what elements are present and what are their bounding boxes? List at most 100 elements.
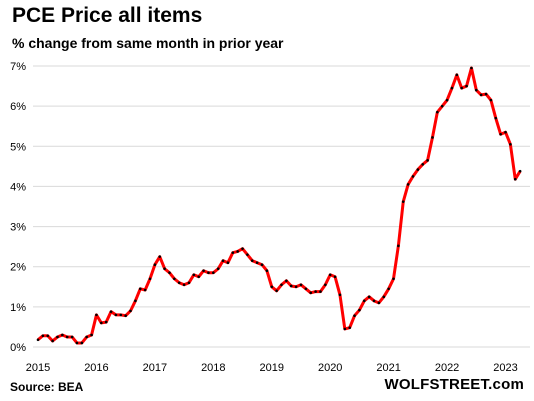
data-point — [36, 338, 40, 342]
data-point — [270, 285, 274, 289]
data-point — [80, 341, 84, 345]
data-point — [436, 110, 439, 114]
y-tick-label: 2% — [10, 262, 26, 274]
data-point — [367, 295, 371, 299]
source-label: Source: BEA — [10, 380, 84, 394]
data-point — [289, 284, 293, 288]
data-point — [207, 271, 210, 275]
data-point — [153, 263, 157, 267]
data-point — [41, 334, 45, 338]
data-point — [138, 287, 142, 291]
data-point — [280, 283, 283, 287]
data-point — [475, 88, 478, 92]
data-point — [70, 335, 74, 339]
data-point — [124, 314, 127, 317]
brand-watermark: WOLFSTREET.com — [384, 376, 524, 393]
x-tick-label: 2021 — [376, 362, 400, 374]
data-point — [431, 136, 434, 139]
data-point — [255, 261, 259, 265]
data-point — [226, 261, 230, 265]
data-point — [51, 339, 54, 343]
data-point — [494, 116, 498, 120]
data-point — [499, 132, 502, 136]
data-point — [358, 308, 361, 312]
x-tick-label: 2023 — [493, 362, 517, 374]
chart-subtitle: % change from same month in prior year — [12, 35, 284, 51]
x-tick-label: 2020 — [318, 362, 342, 374]
data-point — [56, 335, 59, 339]
series-markers — [36, 66, 522, 345]
data-point — [450, 86, 454, 90]
data-point — [46, 334, 50, 338]
data-point — [397, 244, 400, 248]
data-point — [246, 253, 249, 256]
x-tick-label: 2015 — [26, 362, 50, 374]
x-tick-label: 2017 — [143, 362, 167, 374]
x-tick-label: 2016 — [84, 362, 108, 374]
data-point — [470, 66, 473, 70]
data-point — [143, 288, 147, 292]
x-tick-label: 2018 — [201, 362, 225, 374]
data-point — [202, 269, 205, 273]
data-point — [177, 281, 181, 285]
data-point — [343, 327, 347, 331]
y-tick-label: 7% — [10, 61, 26, 73]
data-point — [319, 290, 322, 293]
data-point — [314, 290, 317, 293]
data-point — [104, 320, 108, 324]
data-point — [465, 84, 468, 88]
data-point — [455, 73, 459, 77]
data-point — [489, 98, 493, 102]
data-point — [299, 283, 303, 287]
data-point — [421, 163, 425, 166]
data-point — [513, 177, 517, 181]
data-point — [416, 168, 420, 171]
data-point — [285, 279, 288, 283]
series-line-pce — [37, 66, 522, 345]
y-tick-label: 4% — [10, 181, 26, 193]
data-point — [362, 299, 366, 303]
data-point — [65, 335, 69, 339]
data-point — [192, 273, 196, 277]
data-point — [377, 301, 381, 305]
data-point — [75, 341, 79, 345]
data-point — [324, 283, 327, 287]
data-point — [275, 289, 278, 293]
chart-title: PCE Price all items — [12, 4, 203, 27]
data-point — [158, 255, 162, 258]
data-point — [231, 251, 235, 254]
data-point — [134, 299, 137, 303]
data-point — [109, 310, 113, 313]
data-point — [173, 277, 176, 281]
data-point — [504, 130, 507, 134]
data-point — [406, 183, 410, 186]
data-point — [114, 313, 118, 317]
data-point — [445, 98, 449, 102]
data-point — [85, 335, 88, 339]
data-point — [168, 271, 171, 275]
y-axis-tick-labels: 0% 1% 2% 3% 4% 5% 6% 7% — [10, 61, 26, 354]
data-point — [182, 283, 186, 287]
data-point — [328, 273, 332, 277]
data-point — [411, 175, 415, 178]
data-point — [309, 291, 313, 295]
y-tick-label: 6% — [10, 101, 26, 113]
y-tick-label: 0% — [10, 342, 26, 354]
data-point — [304, 287, 308, 291]
data-point — [333, 275, 337, 279]
data-point — [221, 259, 225, 262]
data-point — [479, 93, 483, 97]
data-point — [95, 313, 98, 317]
y-tick-label: 3% — [10, 222, 26, 234]
x-tick-label: 2019 — [260, 362, 284, 374]
data-point — [294, 285, 298, 289]
data-point — [484, 92, 488, 96]
data-point — [129, 309, 132, 313]
y-tick-label: 1% — [10, 302, 26, 314]
data-point — [216, 267, 220, 271]
data-point — [148, 277, 152, 281]
data-point — [387, 287, 390, 291]
data-point — [260, 263, 264, 267]
data-point — [163, 267, 166, 271]
